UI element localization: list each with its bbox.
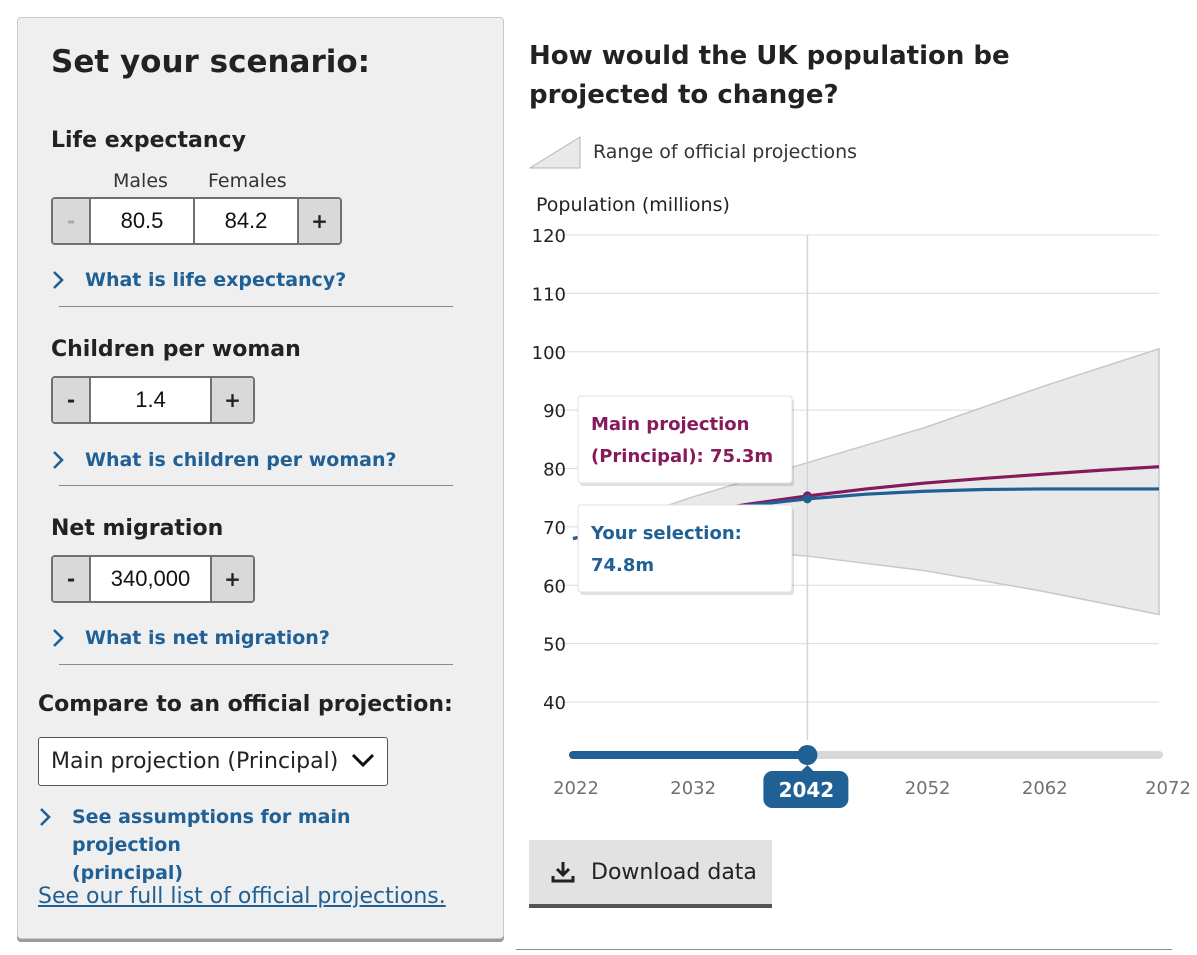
children-per-woman-stepper: - 1.4 + — [51, 376, 255, 424]
selected-year-badge — [763, 771, 849, 808]
main-projection-tooltip-line1: Main projection — [591, 414, 749, 435]
x-tick-label: 2022 — [553, 778, 599, 799]
download-data-button[interactable]: Download data — [529, 840, 772, 908]
assumptions-link-line2: (principal) — [72, 862, 184, 884]
legend: Range of official projections — [529, 135, 857, 169]
panel-title: Set your scenario: — [51, 44, 371, 80]
projection-select-value: Main projection (Principal) — [51, 749, 339, 774]
children-per-woman-input[interactable]: 1.4 — [89, 378, 212, 422]
x-tick-label: 2072 — [1145, 778, 1191, 799]
main-projection-tooltip-line2: (Principal): 75.3m — [591, 446, 773, 467]
x-tick-label: 2032 — [670, 778, 716, 799]
life-expectancy-increment-button[interactable]: + — [299, 199, 340, 243]
range-legend-swatch — [529, 136, 581, 169]
y-tick-label: 120 — [532, 226, 566, 247]
x-tick-label-selected: 2042 — [779, 778, 835, 802]
females-life-expectancy-input[interactable]: 84.2 — [193, 199, 299, 243]
children-increment-button[interactable]: + — [212, 378, 253, 422]
net-migration-stepper: - 340,000 + — [51, 555, 255, 603]
projection-select[interactable]: Main projection (Principal) — [38, 737, 388, 786]
children-info-link[interactable]: What is children per woman? — [51, 446, 397, 474]
children-info-text: What is children per woman? — [85, 449, 397, 471]
life-expectancy-decrement-button[interactable]: - — [53, 199, 89, 243]
divider — [59, 306, 453, 307]
main-projection-tooltip — [577, 395, 793, 484]
chevron-down-icon — [351, 749, 375, 774]
males-label: Males — [113, 170, 168, 192]
children-decrement-button[interactable]: - — [53, 378, 89, 422]
y-tick-label: 60 — [543, 576, 566, 597]
y-tick-label: 50 — [543, 635, 566, 656]
chevron-right-icon — [51, 446, 73, 474]
your-selection-point — [802, 494, 812, 504]
children-per-woman-label: Children per woman — [51, 337, 301, 362]
year-slider-handle[interactable] — [797, 745, 818, 765]
migration-info-text: What is net migration? — [85, 627, 330, 649]
assumptions-link[interactable]: See assumptions for main projection (pri… — [38, 803, 458, 887]
chevron-right-icon — [38, 803, 60, 831]
life-expectancy-info-text: What is life expectancy? — [85, 269, 347, 291]
y-tick-label: 90 — [543, 401, 566, 422]
y-tick-label: 100 — [532, 343, 566, 364]
x-tick-label: 2062 — [1022, 778, 1068, 799]
females-label: Females — [208, 170, 287, 192]
y-tick-label: 80 — [543, 460, 566, 481]
life-expectancy-label: Life expectancy — [51, 128, 246, 153]
chevron-right-icon — [51, 266, 73, 294]
compare-label: Compare to an official projection: — [38, 692, 453, 717]
chevron-right-icon — [51, 624, 73, 652]
your-selection-tooltip-line1: Your selection: — [590, 523, 742, 544]
legend-label: Range of official projections — [593, 141, 858, 163]
y-tick-label: 40 — [543, 693, 566, 714]
migration-info-link[interactable]: What is net migration? — [51, 624, 330, 652]
download-icon — [551, 860, 575, 884]
divider — [516, 949, 1172, 950]
full-list-link[interactable]: See our full list of official projection… — [38, 884, 446, 909]
y-tick-label: 70 — [543, 518, 566, 539]
your-selection-tooltip — [577, 504, 793, 593]
life-expectancy-stepper: - 80.5 84.2 + — [51, 197, 342, 245]
divider — [59, 485, 453, 486]
divider — [59, 664, 453, 665]
y-axis-label: Population (millions) — [536, 194, 730, 216]
download-label: Download data — [591, 859, 757, 885]
males-life-expectancy-input[interactable]: 80.5 — [89, 199, 193, 243]
selected-year-pointer — [800, 765, 815, 772]
migration-increment-button[interactable]: + — [212, 557, 253, 601]
x-tick-label: 2052 — [905, 778, 951, 799]
assumptions-link-text: See assumptions for main projection (pri… — [72, 803, 458, 887]
migration-decrement-button[interactable]: - — [53, 557, 89, 601]
chart-title: How would the UK population be projected… — [529, 41, 1010, 110]
scenario-panel: Set your scenario: Life expectancy Males… — [17, 17, 504, 939]
life-expectancy-info-link[interactable]: What is life expectancy? — [51, 266, 346, 294]
assumptions-link-line1: See assumptions for main projection — [72, 806, 351, 856]
net-migration-label: Net migration — [51, 516, 224, 541]
your-selection-tooltip-line2: 74.8m — [591, 555, 654, 576]
y-tick-label: 110 — [532, 284, 566, 305]
net-migration-input[interactable]: 340,000 — [89, 557, 212, 601]
